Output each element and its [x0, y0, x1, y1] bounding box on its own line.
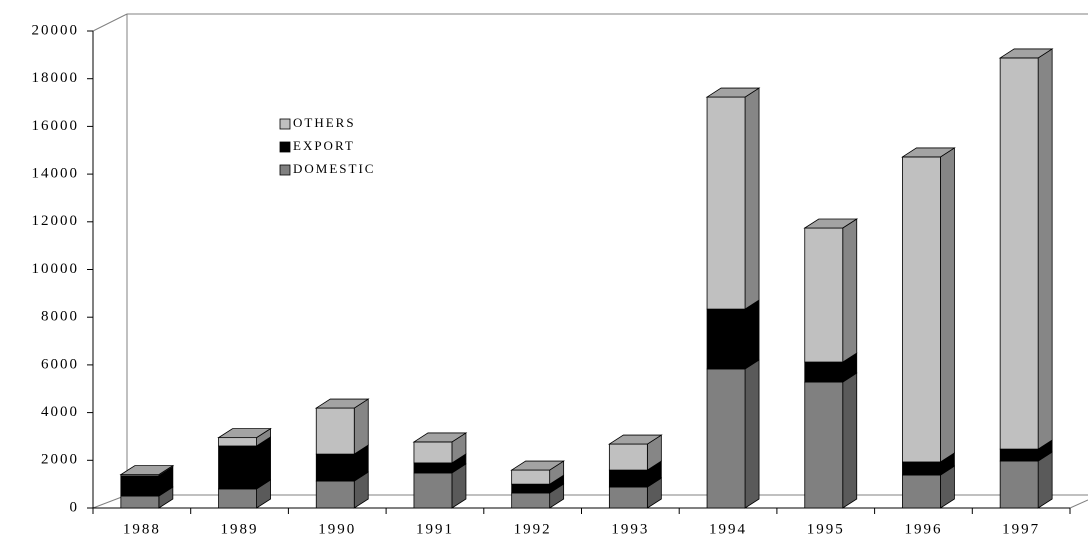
- bar: [315, 480, 355, 509]
- bar-side: [744, 299, 760, 370]
- bar-top: [803, 218, 859, 229]
- bar: [413, 462, 453, 474]
- y-tick-label: 18000: [32, 70, 80, 86]
- bar-top: [607, 434, 663, 445]
- x-tick-label: 1989: [221, 521, 259, 537]
- x-tick-label: 1996: [904, 521, 942, 537]
- x-tick-label: 1992: [514, 521, 552, 537]
- x-tick-label: 1994: [709, 521, 747, 537]
- bar: [218, 437, 257, 447]
- legend-label: DOMESTIC: [293, 161, 375, 176]
- bar-side: [353, 398, 369, 455]
- bar: [120, 475, 160, 497]
- x-tick-label: 1988: [123, 521, 161, 537]
- bar: [804, 361, 844, 383]
- legend-swatch: [279, 118, 291, 130]
- bar: [706, 96, 746, 310]
- bar: [511, 492, 551, 509]
- bar: [608, 469, 648, 488]
- bar: [218, 488, 257, 509]
- bar: [706, 308, 746, 370]
- bar-side: [1037, 48, 1053, 450]
- bar: [120, 495, 160, 509]
- bar-side: [842, 372, 858, 509]
- bar: [999, 460, 1039, 509]
- wall-depth-top: [92, 13, 128, 32]
- bar: [413, 472, 453, 509]
- y-tick-label: 16000: [32, 118, 80, 134]
- bar: [608, 486, 648, 509]
- legend-swatch: [279, 164, 291, 176]
- y-tick-label: 14000: [32, 166, 80, 182]
- x-tick-label: 1993: [611, 521, 649, 537]
- legend-swatch: [279, 141, 291, 153]
- bar: [902, 474, 941, 509]
- bar-side: [744, 359, 760, 509]
- bar: [413, 441, 453, 464]
- bar-top: [510, 460, 566, 471]
- bar-top: [217, 428, 272, 439]
- y-tick-label: 6000: [41, 356, 79, 372]
- bar: [999, 57, 1039, 450]
- x-tick-label: 1991: [416, 521, 454, 537]
- y-tick-label: 8000: [41, 309, 79, 325]
- bar-side: [744, 87, 760, 310]
- bar-side: [940, 147, 955, 463]
- x-tick-label: 1995: [807, 521, 845, 537]
- bar-top: [119, 465, 175, 476]
- y-tick-label: 12000: [32, 213, 80, 229]
- y-tick-label: 2000: [41, 452, 79, 468]
- walls: [92, 13, 1088, 509]
- legend-label: EXPORT: [293, 138, 355, 153]
- bar: [706, 368, 746, 509]
- bar: [511, 483, 551, 494]
- bar: [608, 443, 648, 471]
- bar: [804, 227, 844, 363]
- bar: [902, 461, 941, 476]
- bar-side: [1037, 451, 1053, 509]
- bar-top: [412, 432, 468, 443]
- bar-top: [901, 147, 956, 158]
- bar: [218, 445, 257, 490]
- bar: [315, 453, 355, 482]
- bar: [804, 381, 844, 509]
- bar-side: [842, 218, 858, 363]
- y-tick-label: 20000: [32, 22, 80, 38]
- bar: [999, 448, 1039, 462]
- bar-top: [998, 48, 1054, 59]
- y-tick-label: 10000: [32, 261, 80, 277]
- y-tick-label: 0: [70, 499, 80, 515]
- bar-top: [705, 87, 761, 98]
- bar-top: [314, 398, 370, 409]
- x-tick-label: 1990: [318, 521, 356, 537]
- bar: [315, 407, 355, 455]
- floor-depth-right: [1069, 499, 1088, 509]
- bar: [511, 469, 551, 485]
- x-tick-label: 1997: [1002, 521, 1040, 537]
- legend-label: OTHERS: [293, 115, 356, 130]
- bar: [902, 156, 941, 463]
- y-tick-label: 4000: [41, 404, 79, 420]
